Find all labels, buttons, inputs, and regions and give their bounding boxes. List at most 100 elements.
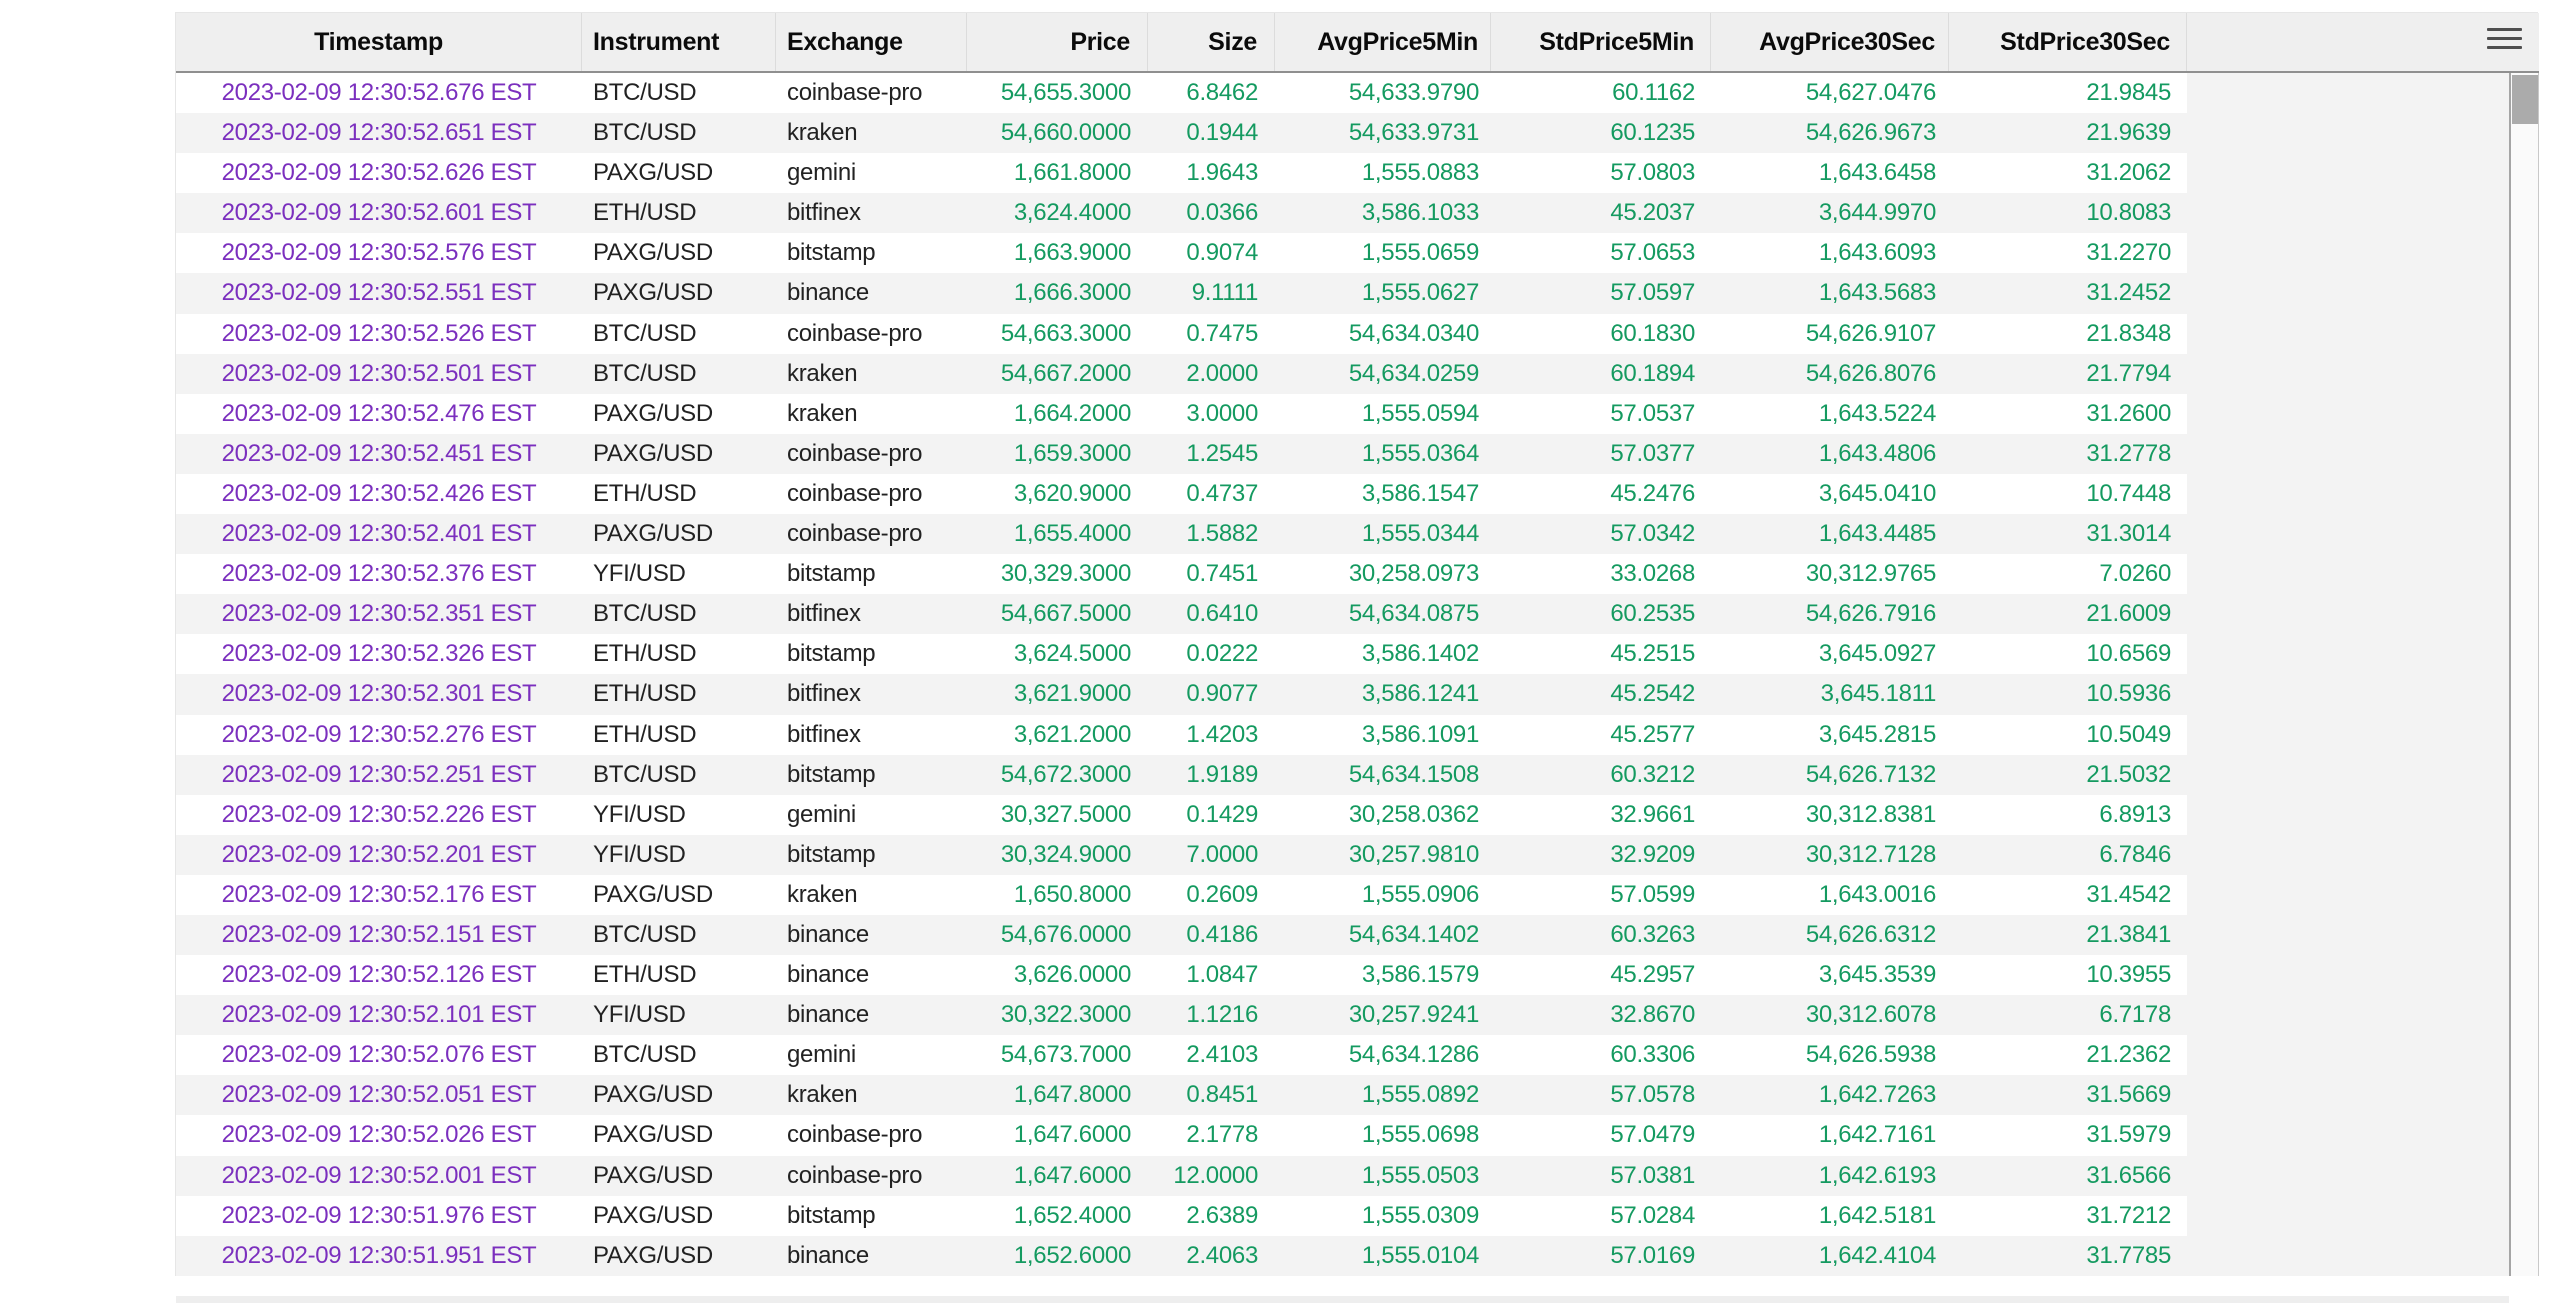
cell-exchange[interactable]: coinbase-pro (787, 1121, 923, 1149)
cell-exchange[interactable]: gemini (787, 1041, 856, 1069)
cell-size[interactable]: 2.4103 (1186, 1041, 1258, 1069)
cell-stdprice5min[interactable]: 57.0653 (1610, 239, 1695, 267)
cell-price[interactable]: 1,666.3000 (1013, 279, 1131, 307)
cell-stdprice30sec[interactable]: 10.5936 (2086, 680, 2171, 708)
cell-size[interactable]: 2.0000 (1186, 359, 1258, 387)
cell-size[interactable]: 0.4737 (1186, 479, 1258, 507)
cell-stdprice30sec[interactable]: 6.7846 (2099, 840, 2171, 868)
cell-avgprice30sec[interactable]: 1,643.5683 (1818, 279, 1936, 307)
cell-avgprice5min[interactable]: 54,633.9731 (1348, 119, 1479, 147)
cell-stdprice5min[interactable]: 60.1235 (1610, 119, 1695, 147)
cell-size[interactable]: 0.4186 (1186, 920, 1258, 948)
cell-exchange[interactable]: bitstamp (787, 560, 876, 588)
cell-instrument[interactable]: PAXG/USD (593, 880, 713, 908)
vertical-scrollbar[interactable] (2509, 73, 2539, 1276)
cell-avgprice5min[interactable]: 54,634.1286 (1348, 1041, 1479, 1069)
cell-avgprice30sec[interactable]: 1,643.6458 (1818, 159, 1936, 187)
cell-avgprice30sec[interactable]: 30,312.8381 (1805, 800, 1936, 828)
cell-price[interactable]: 30,327.5000 (1000, 800, 1131, 828)
cell-instrument[interactable]: BTC/USD (593, 79, 697, 106)
cell-price[interactable]: 54,663.3000 (1000, 319, 1131, 347)
table-row[interactable]: 2023-02-09 12:30:52.601 EST ETH/USD bitfin… (176, 193, 2509, 234)
cell-avgprice5min[interactable]: 3,586.1033 (1361, 199, 1479, 227)
cell-avgprice30sec[interactable]: 1,643.0016 (1818, 880, 1936, 908)
cell-size[interactable]: 2.4063 (1186, 1241, 1258, 1269)
cell-avgprice5min[interactable]: 1,555.0892 (1361, 1081, 1479, 1109)
cell-exchange[interactable]: kraken (787, 359, 858, 387)
cell-avgprice30sec[interactable]: 1,642.7263 (1818, 1081, 1936, 1109)
cell-timestamp[interactable]: 2023-02-09 12:30:52.026 EST (221, 1121, 537, 1149)
table-row[interactable]: 2023-02-09 12:30:52.101 EST YFI/USD binanc… (176, 995, 2509, 1036)
cell-avgprice30sec[interactable]: 3,644.9970 (1818, 199, 1936, 227)
cell-instrument[interactable]: ETH/USD (593, 640, 697, 668)
cell-size[interactable]: 1.5882 (1186, 520, 1258, 548)
cell-instrument[interactable]: PAXG/USD (593, 399, 713, 427)
cell-instrument[interactable]: BTC/USD (593, 119, 697, 147)
table-row[interactable]: 2023-02-09 12:30:52.651 EST BTC/USD kraken… (176, 113, 2509, 154)
cell-timestamp[interactable]: 2023-02-09 12:30:52.376 EST (221, 560, 537, 588)
cell-stdprice5min[interactable]: 45.2577 (1610, 720, 1695, 748)
cell-instrument[interactable]: YFI/USD (593, 840, 686, 868)
cell-exchange[interactable]: binance (787, 961, 869, 989)
cell-avgprice5min[interactable]: 3,586.1091 (1361, 720, 1479, 748)
cell-price[interactable]: 54,676.0000 (1000, 920, 1131, 948)
cell-avgprice5min[interactable]: 3,586.1241 (1361, 680, 1479, 708)
table-row[interactable]: 2023-02-09 12:30:52.326 EST ETH/USD bitsta… (176, 634, 2509, 675)
cell-exchange[interactable]: coinbase-pro (787, 79, 923, 106)
table-row[interactable]: 2023-02-09 12:30:52.376 EST YFI/USD bitsta… (176, 554, 2509, 595)
cell-size[interactable]: 9.1111 (1191, 279, 1259, 307)
cell-avgprice30sec[interactable]: 1,642.4104 (1818, 1241, 1936, 1269)
cell-timestamp[interactable]: 2023-02-09 12:30:52.351 EST (221, 600, 537, 628)
cell-stdprice30sec[interactable]: 21.7794 (2086, 359, 2171, 387)
cell-timestamp[interactable]: 2023-02-09 12:30:52.276 EST (221, 720, 537, 748)
cell-avgprice5min[interactable]: 1,555.0659 (1361, 239, 1479, 267)
cell-avgprice30sec[interactable]: 54,626.7132 (1805, 760, 1936, 788)
cell-stdprice30sec[interactable]: 31.2600 (2086, 399, 2171, 427)
cell-instrument[interactable]: PAXG/USD (593, 1201, 713, 1229)
cell-timestamp[interactable]: 2023-02-09 12:30:52.251 EST (221, 760, 537, 788)
cell-stdprice30sec[interactable]: 31.7785 (2086, 1241, 2171, 1269)
table-row[interactable]: 2023-02-09 12:30:52.201 EST YFI/USD bitsta… (176, 834, 2509, 875)
scrollbar-thumb[interactable] (2512, 75, 2538, 124)
cell-instrument[interactable]: YFI/USD (593, 560, 686, 588)
cell-instrument[interactable]: PAXG/USD (593, 1121, 713, 1149)
cell-timestamp[interactable]: 2023-02-09 12:30:52.151 EST (221, 920, 537, 948)
cell-stdprice30sec[interactable]: 21.6009 (2086, 600, 2171, 628)
cell-stdprice5min[interactable]: 60.1830 (1610, 319, 1695, 347)
cell-stdprice5min[interactable]: 60.2535 (1610, 600, 1695, 628)
cell-instrument[interactable]: PAXG/USD (593, 1241, 713, 1269)
cell-exchange[interactable]: kraken (787, 119, 858, 147)
cell-avgprice30sec[interactable]: 3,645.3539 (1818, 961, 1936, 989)
cell-stdprice5min[interactable]: 32.9661 (1610, 800, 1695, 828)
cell-avgprice5min[interactable]: 54,634.0259 (1348, 359, 1479, 387)
cell-avgprice5min[interactable]: 1,555.0503 (1361, 1161, 1479, 1189)
cell-stdprice30sec[interactable]: 21.9639 (2086, 119, 2171, 147)
table-row[interactable]: 2023-02-09 12:30:52.226 EST YFI/USD gemini… (176, 794, 2509, 835)
cell-avgprice5min[interactable]: 30,257.9810 (1348, 840, 1479, 868)
menu-button[interactable] (2487, 28, 2524, 54)
cell-avgprice30sec[interactable]: 54,626.9673 (1805, 119, 1936, 147)
cell-stdprice30sec[interactable]: 7.0260 (2099, 560, 2171, 588)
table-row[interactable]: 2023-02-09 12:30:52.076 EST BTC/USD gemini… (176, 1035, 2509, 1076)
cell-price[interactable]: 1,663.9000 (1013, 239, 1131, 267)
cell-stdprice30sec[interactable]: 21.9845 (2086, 79, 2171, 106)
table-row[interactable]: 2023-02-09 12:30:52.151 EST BTC/USD binanc… (176, 914, 2509, 956)
cell-exchange[interactable]: kraken (787, 880, 858, 908)
cell-timestamp[interactable]: 2023-02-09 12:30:52.076 EST (221, 1041, 537, 1069)
cell-avgprice30sec[interactable]: 3,645.1811 (1820, 680, 1937, 708)
cell-price[interactable]: 54,655.3000 (1000, 79, 1131, 106)
cell-avgprice5min[interactable]: 3,586.1402 (1361, 640, 1479, 668)
cell-size[interactable]: 0.1429 (1186, 800, 1258, 828)
cell-stdprice5min[interactable]: 60.3263 (1610, 920, 1695, 948)
cell-size[interactable]: 2.6389 (1186, 1201, 1258, 1229)
cell-price[interactable]: 54,672.3000 (1000, 760, 1131, 788)
cell-exchange[interactable]: kraken (787, 399, 858, 427)
cell-avgprice5min[interactable]: 1,555.0698 (1361, 1121, 1479, 1149)
table-row[interactable]: 2023-02-09 12:30:52.276 EST ETH/USD bitfin… (176, 714, 2509, 755)
cell-stdprice30sec[interactable]: 6.8913 (2099, 800, 2171, 828)
cell-exchange[interactable]: bitstamp (787, 239, 876, 267)
cell-price[interactable]: 54,660.0000 (1000, 119, 1131, 147)
cell-price[interactable]: 3,621.9000 (1013, 680, 1131, 708)
cell-price[interactable]: 3,621.2000 (1013, 720, 1131, 748)
cell-price[interactable]: 30,322.3000 (1000, 1001, 1131, 1029)
